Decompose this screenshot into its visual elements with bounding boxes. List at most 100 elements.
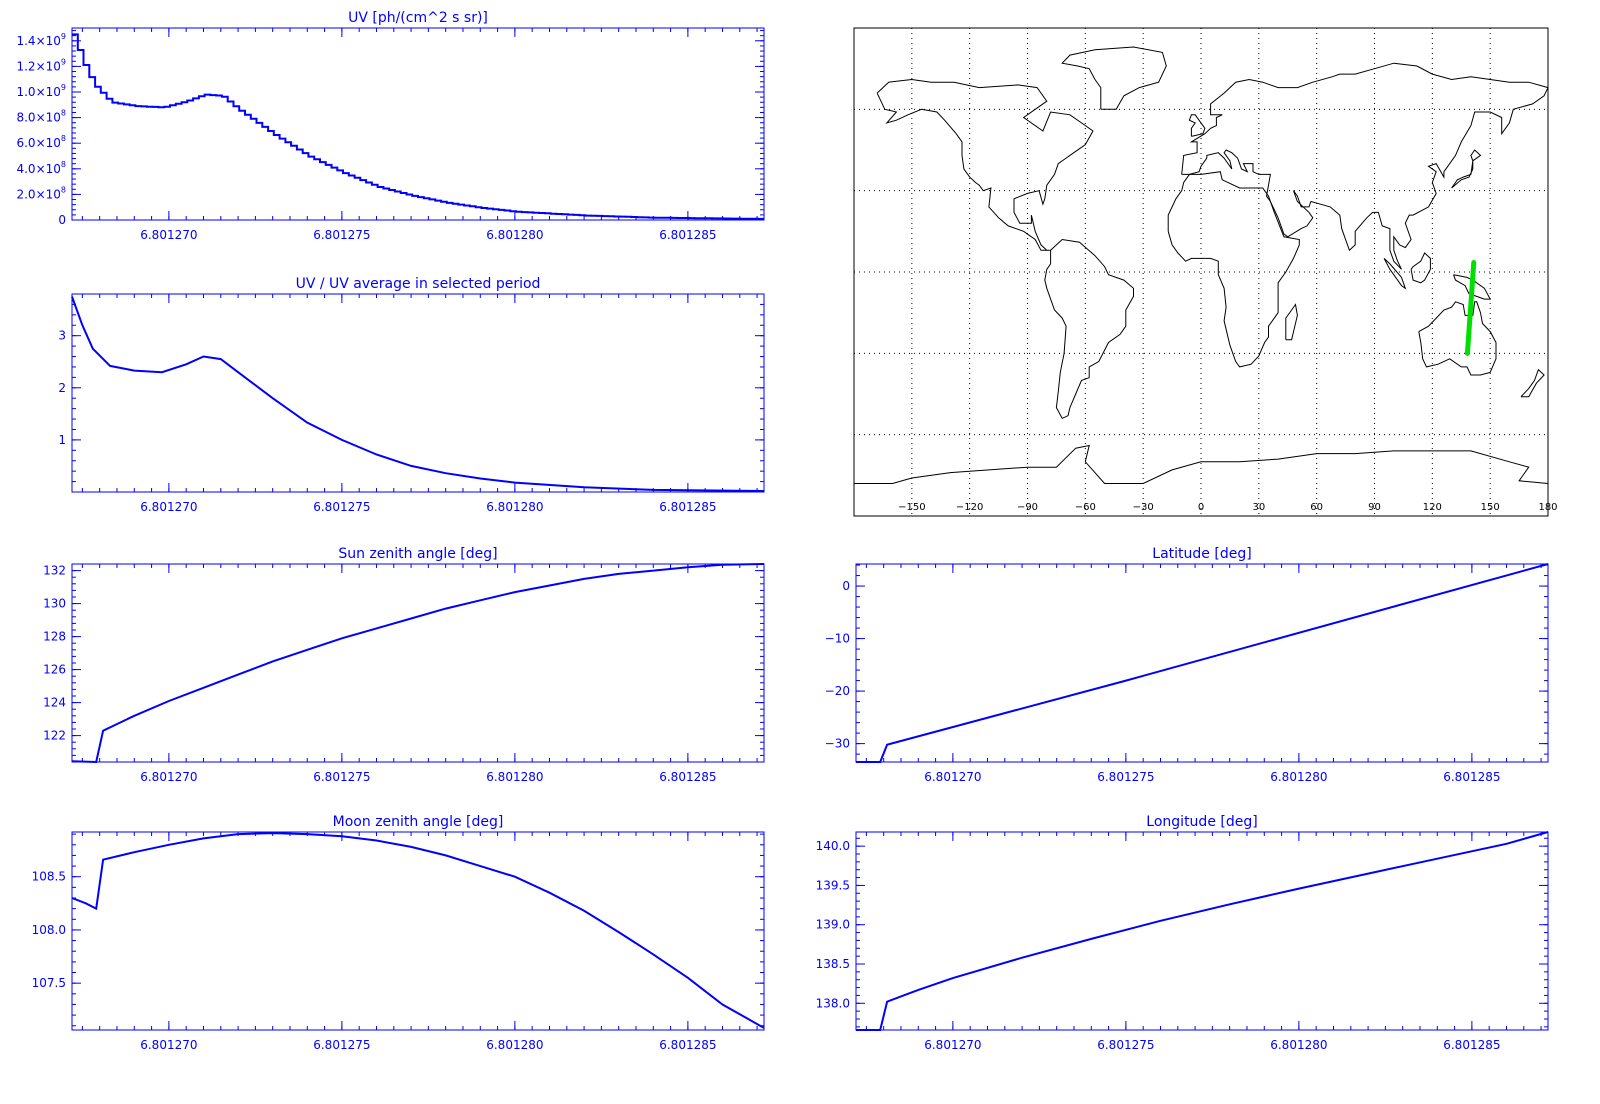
coastline-new-zealand — [1520, 368, 1545, 398]
x-tick-label: 6.801285 — [659, 500, 716, 514]
x-tick-label: 6.801275 — [1097, 770, 1154, 784]
x-tick-label: 6.801275 — [1097, 1038, 1154, 1052]
x-tick-label: 6.801275 — [313, 770, 370, 784]
series-line — [71, 296, 765, 492]
x-tick-label: 6.801280 — [1270, 770, 1327, 784]
x-tick-label: 6.801270 — [140, 228, 197, 242]
coastline-eurasia — [1181, 62, 1549, 270]
chart-title: Longitude [deg] — [1146, 814, 1257, 830]
y-tick-mantissa: 139.5 — [816, 878, 850, 892]
y-tick-mantissa: 128 — [43, 630, 66, 644]
x-tick-label: 6.801275 — [313, 500, 370, 514]
y-tick-exponent: 8 — [61, 109, 66, 118]
y-tick-mantissa: 130 — [43, 597, 66, 611]
chart-ratio: UV / UV average in selected period 6.8012… — [58, 276, 765, 514]
y-tick-mantissa: 132 — [43, 564, 66, 578]
x-tick-label: 6.801280 — [486, 770, 543, 784]
y-tick-mantissa: 122 — [43, 729, 66, 743]
y-tick-label: 1.2×109 — [16, 57, 66, 73]
world-map: −150 −120 −90 −60 −30 0 30 60 90 120 150 180 — [853, 27, 1558, 517]
y-tick-mantissa: 124 — [43, 696, 66, 710]
y-tick-label: −10 — [825, 632, 850, 646]
coastline-greenland — [1061, 46, 1167, 110]
map-lon-label: 30 — [1252, 502, 1265, 513]
y-tick-label: 2 — [58, 381, 66, 395]
x-tick-label: 6.801280 — [486, 228, 543, 242]
y-tick-label: 128 — [43, 630, 66, 644]
y-tick-mantissa: 2 — [58, 381, 66, 395]
chart-title: UV [ph/(cm^2 s sr)] — [348, 10, 488, 26]
series-line — [72, 33, 764, 220]
y-tick-label: 1 — [58, 433, 66, 447]
y-tick-mantissa: 6.0×10 — [16, 136, 60, 150]
y-tick-label: 107.5 — [32, 976, 66, 990]
y-tick-label: 3 — [58, 329, 66, 343]
y-tick-label: 1.4×109 — [16, 32, 66, 48]
y-tick-label: 6.0×108 — [16, 134, 66, 150]
y-tick-label: −30 — [825, 737, 850, 751]
y-tick-exponent: 8 — [61, 185, 66, 194]
chart-lon: Longitude [deg] 6.801270 6.801275 6.801280 6… — [816, 814, 1549, 1052]
satellite-track — [1464, 260, 1477, 356]
y-tick-mantissa: 108.0 — [32, 923, 66, 937]
y-tick-label: 140.0 — [816, 839, 850, 853]
chart-mza: Moon zenith angle [deg] 6.801270 6.801275 6… — [32, 814, 765, 1052]
x-tick-label: 6.801270 — [140, 500, 197, 514]
x-tick-label: 6.801270 — [140, 1038, 197, 1052]
y-tick-mantissa: 1.4×10 — [16, 34, 60, 48]
map-lon-label: 60 — [1310, 502, 1323, 513]
map-lon-label: −120 — [956, 502, 983, 513]
y-tick-exponent: 8 — [61, 160, 66, 169]
y-tick-mantissa: 140.0 — [816, 839, 850, 853]
plot-frame — [855, 563, 1549, 763]
coastline-uk — [1188, 114, 1206, 137]
y-tick-mantissa: 4.0×10 — [16, 162, 60, 176]
chart-title: Sun zenith angle [deg] — [338, 546, 497, 562]
coastline-madagascar — [1285, 303, 1298, 341]
series-line — [71, 832, 765, 1029]
y-tick-label: 132 — [43, 564, 66, 578]
series-line — [856, 563, 1549, 763]
coastline-south-america — [1044, 238, 1134, 420]
coastline-japan — [1451, 149, 1482, 189]
coastline-sumatra — [1383, 258, 1407, 290]
y-tick-label: 4.0×108 — [16, 160, 66, 176]
y-tick-mantissa: 0 — [842, 579, 850, 593]
y-tick-mantissa: 1.2×10 — [16, 59, 60, 73]
map-lon-label: 0 — [1198, 502, 1204, 513]
y-tick-mantissa: 8.0×10 — [16, 111, 60, 125]
y-tick-mantissa: −30 — [825, 737, 850, 751]
coastline-australia — [1418, 301, 1497, 376]
x-tick-label: 6.801285 — [1443, 1038, 1500, 1052]
y-tick-mantissa: 138.0 — [816, 996, 850, 1010]
coastline-antarctica — [854, 444, 1549, 484]
map-frame — [853, 27, 1549, 517]
y-tick-mantissa: 2.0×10 — [16, 187, 60, 201]
y-tick-mantissa: 0 — [58, 213, 66, 227]
x-tick-label: 6.801285 — [659, 228, 716, 242]
y-tick-label: 0 — [58, 213, 66, 227]
y-tick-label: 108.0 — [32, 923, 66, 937]
x-tick-label: 6.801270 — [140, 770, 197, 784]
y-tick-mantissa: 139.0 — [816, 918, 850, 932]
y-tick-label: 139.0 — [816, 918, 850, 932]
plot-frame — [71, 293, 765, 493]
y-tick-label: 126 — [43, 663, 66, 677]
map-lon-label: 180 — [1538, 502, 1557, 513]
y-tick-label: 139.5 — [816, 878, 850, 892]
x-tick-label: 6.801270 — [924, 1038, 981, 1052]
plot-frame — [71, 27, 765, 221]
y-tick-exponent: 9 — [61, 83, 66, 92]
chart-uv: UV [ph/(cm^2 s sr)] 6.801270 6.801275 6.801… — [16, 10, 765, 242]
y-tick-mantissa: 107.5 — [32, 976, 66, 990]
coastline-borneo — [1410, 252, 1431, 284]
y-tick-label: 0 — [842, 579, 850, 593]
chart-title: UV / UV average in selected period — [296, 276, 541, 292]
series-line — [71, 563, 765, 764]
y-tick-label: 122 — [43, 729, 66, 743]
y-tick-label: 8.0×108 — [16, 109, 66, 125]
x-tick-label: 6.801285 — [659, 770, 716, 784]
x-tick-label: 6.801270 — [924, 770, 981, 784]
